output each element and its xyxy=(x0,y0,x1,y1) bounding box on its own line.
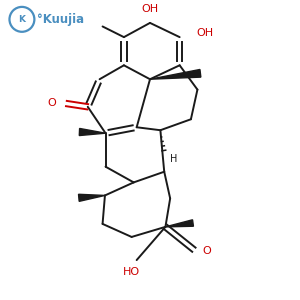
Text: O: O xyxy=(47,98,56,108)
Text: OH: OH xyxy=(197,28,214,38)
Text: °Kuujia: °Kuujia xyxy=(37,13,84,26)
Text: O: O xyxy=(203,246,212,256)
Polygon shape xyxy=(79,128,106,136)
Text: OH: OH xyxy=(141,4,159,14)
Text: H: H xyxy=(169,154,177,164)
Text: HO: HO xyxy=(123,268,140,278)
Polygon shape xyxy=(165,220,194,227)
Text: K: K xyxy=(18,15,26,24)
Polygon shape xyxy=(79,194,105,201)
Polygon shape xyxy=(150,70,201,79)
